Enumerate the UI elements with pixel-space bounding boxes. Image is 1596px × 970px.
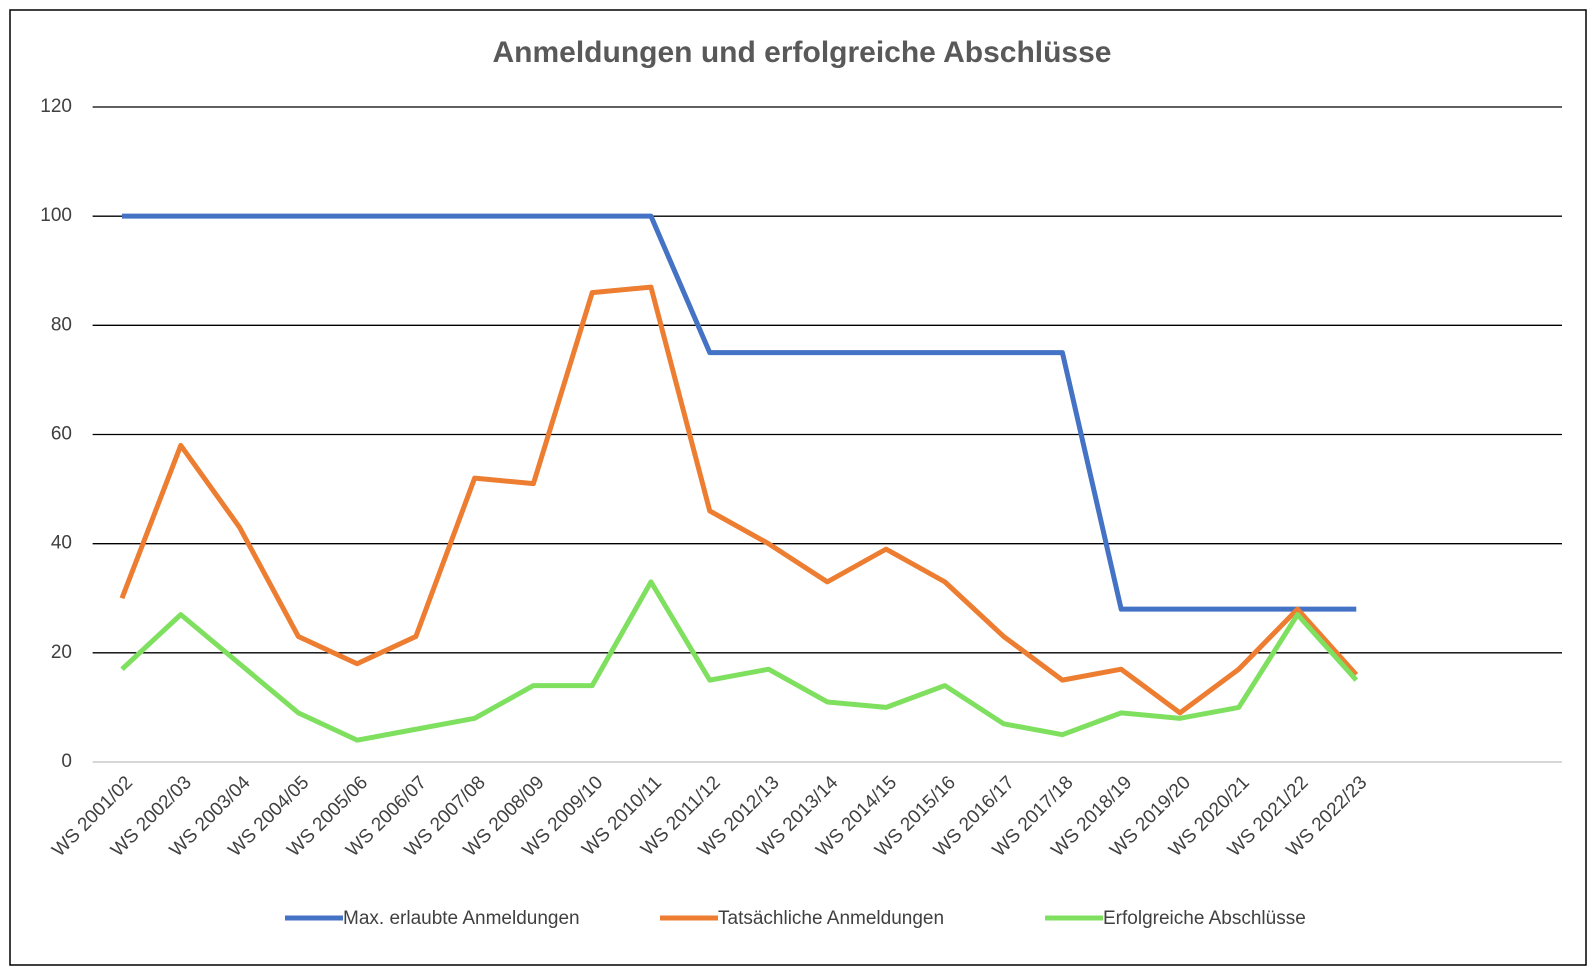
y-tick-label: 40 xyxy=(51,533,72,554)
y-tick-label: 120 xyxy=(40,96,72,117)
legend-label: Tatsächliche Anmeldungen xyxy=(718,908,944,929)
chart-frame xyxy=(9,9,1587,966)
series-line xyxy=(120,579,1359,743)
y-tick-label: 100 xyxy=(40,205,72,226)
y-tick-label: 0 xyxy=(61,751,72,772)
series-line xyxy=(121,213,1357,612)
y-tick-label: 20 xyxy=(51,642,72,663)
legend-label: Max. erlaubte Anmeldungen xyxy=(343,908,580,929)
y-tick-label: 60 xyxy=(51,424,72,445)
series-line xyxy=(119,284,1359,716)
chart-title: Anmeldungen und erfolgreiche Abschlüsse xyxy=(493,36,1112,69)
y-tick-label: 80 xyxy=(51,314,72,335)
legend-label: Erfolgreiche Abschlüsse xyxy=(1103,908,1306,929)
